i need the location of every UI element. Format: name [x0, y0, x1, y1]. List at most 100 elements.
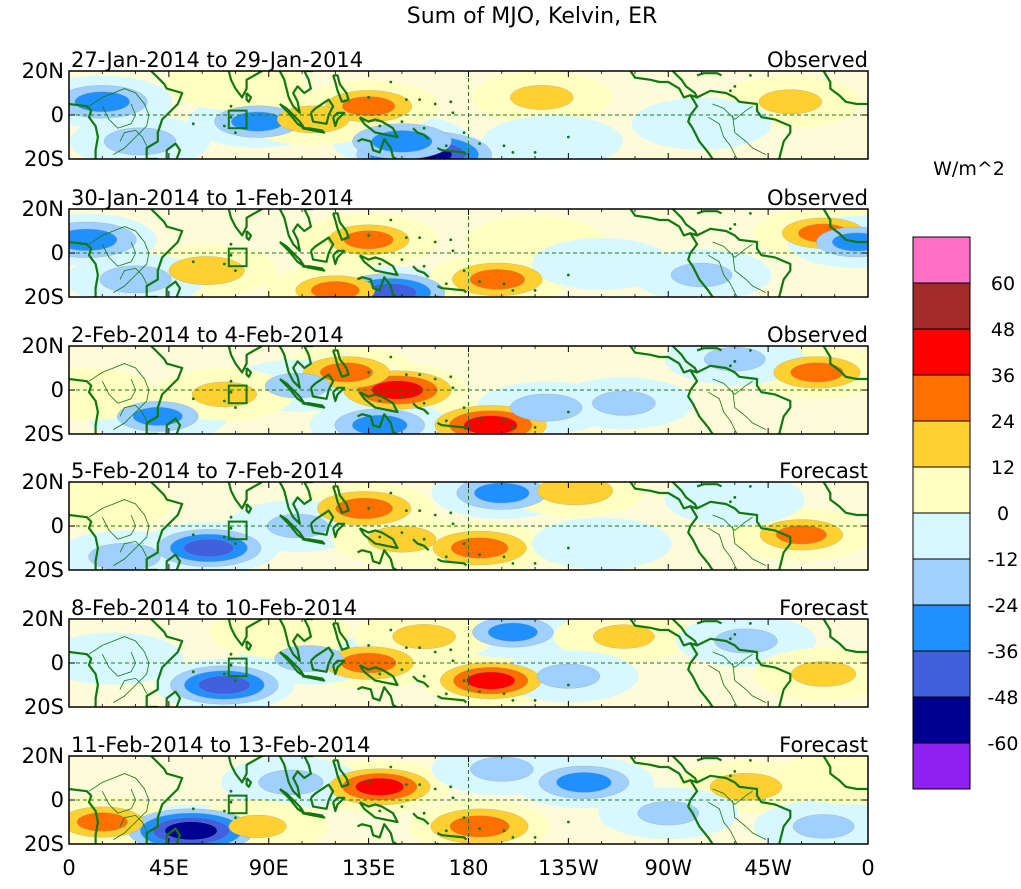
- island: [444, 829, 448, 833]
- anomaly-halo: [69, 632, 184, 685]
- chart-title: Sum of MJO, Kelvin, ER: [407, 4, 658, 29]
- island: [502, 692, 506, 696]
- anomaly-halo: [664, 482, 805, 526]
- island: [367, 234, 371, 237]
- border: [119, 677, 148, 694]
- island: [449, 648, 453, 652]
- island: [566, 135, 570, 139]
- coastline: [687, 505, 714, 570]
- anomaly-contour: [463, 415, 518, 434]
- island: [418, 509, 422, 512]
- island: [566, 410, 570, 414]
- island: [462, 542, 466, 545]
- region-box: [227, 520, 248, 541]
- colorbar-swatch: [912, 282, 971, 330]
- x-tick-label: 90W: [645, 856, 693, 880]
- island: [533, 289, 537, 292]
- panel: 20N 0 20S 2-Feb-2014 to 4-Feb-2014 Observed: [22, 323, 869, 446]
- colorbar-swatch: [912, 604, 971, 652]
- island: [511, 562, 515, 565]
- island: [566, 546, 570, 550]
- coastline: [629, 482, 699, 510]
- border: [119, 540, 148, 557]
- coastline: [822, 619, 868, 654]
- island: [502, 829, 506, 833]
- island: [229, 253, 233, 257]
- island: [433, 377, 437, 381]
- border: [88, 226, 150, 293]
- anomaly-contour: [474, 482, 530, 504]
- island: [433, 513, 437, 517]
- border: [707, 527, 738, 570]
- island: [191, 260, 195, 264]
- anomaly-field: [69, 346, 868, 434]
- coastline: [279, 103, 306, 130]
- anomaly-contour: [74, 91, 130, 112]
- coastline: [309, 98, 335, 125]
- y-tick-label: 20S: [24, 558, 64, 582]
- border: [707, 664, 738, 707]
- coastline: [69, 650, 100, 707]
- coastline: [279, 378, 306, 405]
- coastline: [436, 285, 468, 294]
- region-box: [227, 247, 248, 268]
- island: [478, 827, 481, 830]
- island: [733, 360, 737, 363]
- island: [748, 74, 752, 77]
- island: [222, 672, 226, 676]
- island: [444, 692, 448, 696]
- island: [451, 659, 455, 663]
- colorbar-swatch: [912, 236, 971, 284]
- island: [418, 783, 422, 786]
- island: [728, 89, 732, 93]
- colorbar-swatch: [912, 650, 971, 698]
- island: [451, 796, 455, 800]
- colorbar-level-label: 0: [997, 503, 1009, 525]
- coastline: [332, 622, 350, 651]
- coastline: [696, 757, 722, 762]
- anomaly-contour: [466, 671, 516, 690]
- border: [707, 254, 738, 297]
- anomaly-contour: [791, 661, 857, 687]
- island: [511, 289, 515, 292]
- island: [444, 144, 448, 148]
- coastline: [145, 346, 184, 434]
- panel: 20N 0 20S 27-Jan-2014 to 29-Jan-2014 Observe…: [22, 48, 869, 171]
- coastline: [436, 558, 468, 567]
- island: [478, 280, 481, 283]
- coastline: [822, 346, 868, 381]
- panels: 20N 0 20S 27-Jan-2014 to 29-Jan-2014 Observe…: [22, 48, 869, 856]
- coastline: [332, 386, 346, 403]
- anomaly-contour: [776, 525, 827, 545]
- anomaly-contour: [592, 390, 656, 416]
- border: [101, 378, 137, 404]
- anomaly-contour: [183, 538, 235, 558]
- region-box: [227, 109, 248, 130]
- island: [234, 679, 237, 682]
- colorbar-swatch: [912, 696, 971, 744]
- border: [732, 389, 767, 430]
- y-tick-label: 0: [51, 514, 64, 538]
- island: [229, 652, 233, 656]
- border: [88, 363, 150, 430]
- y-tick-label: 20S: [24, 695, 64, 719]
- island: [449, 238, 453, 242]
- coastline: [278, 209, 314, 252]
- island: [451, 386, 455, 390]
- island: [229, 390, 233, 394]
- border: [707, 116, 738, 159]
- island: [422, 126, 426, 130]
- island: [748, 622, 752, 625]
- anomaly-halo: [775, 756, 868, 804]
- island: [444, 282, 448, 286]
- y-tick-label: 20N: [22, 59, 64, 83]
- coastline: [412, 265, 430, 278]
- island: [433, 787, 437, 791]
- island: [191, 397, 195, 401]
- coastline: [279, 651, 306, 678]
- panel-date-range: 8-Feb-2014 to 10-Feb-2014: [71, 596, 357, 620]
- coastline: [69, 240, 100, 297]
- coastlines: [69, 482, 868, 570]
- coastline: [436, 695, 468, 704]
- coastline: [412, 402, 430, 415]
